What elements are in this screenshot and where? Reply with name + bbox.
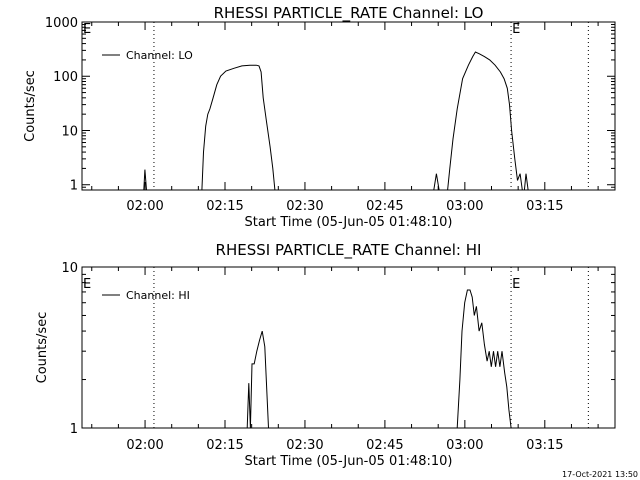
y-tick-label: 100 — [53, 70, 78, 85]
x-tick-label: 03:15 — [526, 199, 563, 214]
x-tick-label: 03:00 — [446, 438, 483, 453]
x-tick-label: 03:15 — [526, 438, 563, 453]
event-marker: E — [512, 277, 520, 292]
chart-panel-lo: RHESSI PARTICLE_RATE Channel: LO E E 02:00 0… — [23, 4, 616, 230]
x-tick-label: 02:45 — [366, 199, 403, 214]
event-marker: E — [512, 22, 520, 37]
x-tick-label: 02:30 — [286, 199, 323, 214]
x-tick-label: 02:00 — [126, 199, 163, 214]
series-line-segment — [201, 64, 276, 190]
y-tick-label: 10 — [61, 261, 78, 276]
x-tick-label: 03:00 — [446, 199, 483, 214]
y-tick-label: 1 — [70, 422, 78, 437]
plot-frame — [81, 21, 616, 191]
chart-title: RHESSI PARTICLE_RATE Channel: HI — [216, 241, 482, 260]
y-tick-label: 10 — [61, 124, 78, 139]
chart-panel-hi: RHESSI PARTICLE_RATE Channel: HI E E 02:00 0… — [35, 241, 616, 469]
series-line-segment — [456, 289, 512, 428]
series-line-segment — [433, 173, 440, 190]
x-tick-label: 02:45 — [366, 438, 403, 453]
plot-frame — [81, 266, 616, 429]
series-line-segment — [143, 169, 147, 190]
x-tick-label: 02:15 — [206, 199, 243, 214]
y-tick-label: 1 — [70, 179, 78, 194]
timestamp: 17-Oct-2021 13:50 — [562, 470, 638, 479]
event-marker: E — [83, 22, 91, 37]
event-marker: E — [83, 277, 91, 292]
x-axis-label: Start Time (05-Jun-05 01:48:10) — [245, 454, 453, 469]
x-tick-label: 02:30 — [286, 438, 323, 453]
series-line-segment — [447, 51, 523, 190]
y-tick-label: 1000 — [45, 16, 78, 31]
x-tick-label: 02:00 — [126, 438, 163, 453]
x-axis-label: Start Time (05-Jun-05 01:48:10) — [245, 215, 453, 230]
series-line-segment — [246, 330, 269, 428]
chart-title: RHESSI PARTICLE_RATE Channel: LO — [214, 4, 484, 23]
legend-label: Channel: HI — [126, 289, 190, 302]
series-line-segment — [523, 173, 529, 190]
y-axis-label: Counts/sec — [23, 70, 38, 142]
legend-label: Channel: LO — [126, 49, 193, 62]
y-axis-label: Counts/sec — [35, 312, 50, 384]
x-tick-label: 02:15 — [206, 438, 243, 453]
